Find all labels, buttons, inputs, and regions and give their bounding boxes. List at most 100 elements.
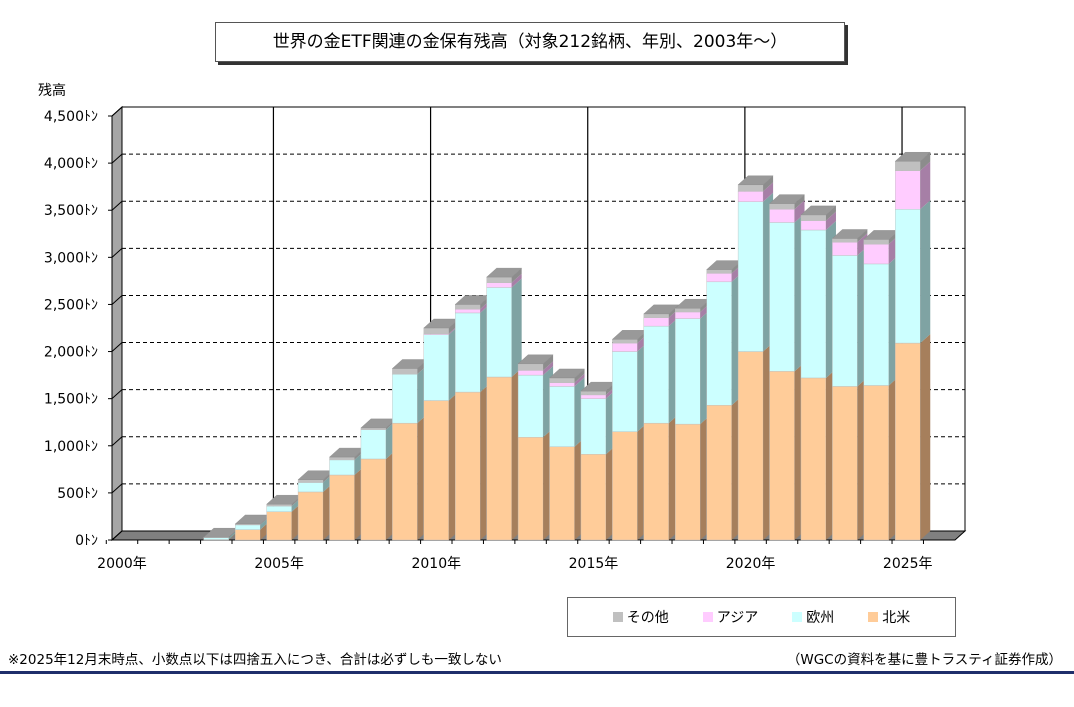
bar-segment-欧州 [392,373,418,424]
y-tick-label: 1,000ﾄﾝ [44,439,98,455]
legend-swatch [612,612,623,622]
chart-title: 世界の金ETF関連の金保有残高（対象212銘柄、年別、2003年～） [215,22,845,62]
y-tick-label: 4,500ﾄﾝ [44,109,98,125]
y-tick-label: 500ﾄﾝ [57,486,98,502]
bar-segment-欧州 [549,386,575,447]
source-note: （WGCの資料を基に豊トラスティ証券作成） [786,652,1062,668]
bar-side [543,354,554,371]
bar-segment-北米 [580,454,607,541]
bar-segment-その他 [517,363,544,371]
y-axis-label: 残高 [38,83,66,99]
gridline-diagonal [111,247,123,258]
bar-side [543,361,554,376]
y-tick-label: 3,500ﾄﾝ [44,203,98,219]
bar-segment-欧州 [423,334,449,401]
y-tick-label: 1,500ﾄﾝ [44,392,98,408]
legend-swatch [792,612,803,622]
bar-segment-欧州 [612,351,638,432]
x-tick-label: 2025年 [883,556,933,572]
bar-side [857,229,868,243]
bar-segment-その他 [266,503,292,507]
bar-segment-その他 [863,239,890,245]
gridline-diagonal [111,342,123,352]
legend-item-europe: 欧州 [792,607,834,627]
bar-segment-北米 [612,431,638,541]
bar-segment-その他 [455,304,481,310]
bar-segment-北米 [360,458,387,541]
bar-segment-欧州 [297,482,324,493]
bar-top [517,354,554,365]
legend: その他 アジア 欧州 北米 [567,597,956,637]
bar-segment-その他 [392,368,418,375]
bar-segment-欧州 [737,201,764,352]
bar-segment-アジア [800,220,827,231]
bar-segment-欧州 [360,429,387,460]
bar-segment-欧州 [895,209,921,344]
bar-segment-その他 [549,377,575,383]
bar-top [894,152,931,162]
legend-item-north-america: 北米 [868,607,910,627]
bar-segment-北米 [455,391,481,541]
bar-segment-北米 [675,423,701,541]
legend-label: 欧州 [806,610,835,626]
bar-segment-アジア [706,273,732,283]
left-wall [111,105,123,542]
bar-segment-その他 [769,203,795,210]
y-tick-label: 0ﾄﾝ [75,533,98,549]
bar-side [920,200,931,344]
bar-segment-アジア [580,394,607,399]
bar-segment-北米 [329,474,355,541]
bar-segment-その他 [329,456,355,461]
bar-segment-北米 [706,405,732,541]
legend-label: その他 [626,610,669,626]
bar-segment-その他 [800,214,827,221]
bar-side [763,175,774,192]
bar-segment-その他 [486,276,512,283]
bar-segment-北米 [297,491,324,541]
gridline-diagonal [111,389,123,400]
bar-segment-その他 [297,479,324,483]
bar-side [511,268,522,283]
bar-segment-その他 [675,308,701,313]
bar-side [574,373,585,387]
bar-side [794,200,805,223]
bar-segment-アジア [675,311,701,319]
bar-segment-北米 [486,376,512,541]
x-tick-label: 2000年 [97,556,147,572]
bar-segment-北米 [549,446,575,541]
bar-segment-北米 [266,511,292,541]
bar-side [794,194,805,210]
bar-segment-その他 [737,184,764,192]
bar-segment-アジア [832,242,858,256]
bar-side [920,161,931,210]
x-tick-label: 2010年 [411,556,461,572]
gridline-diagonal [111,436,123,447]
bar-segment-アジア [769,209,795,223]
bar-segment-欧州 [769,222,795,372]
y-tick-label: 4,000ﾄﾝ [44,156,98,172]
bar-segment-北米 [737,351,764,541]
bar-side [511,278,522,377]
bar-segment-北米 [235,529,261,541]
bar-segment-欧州 [675,318,701,425]
bar-segment-北米 [832,386,858,541]
bar-top [737,175,774,185]
bar-segment-アジア [863,243,890,265]
legend-label: アジア [716,610,759,626]
bar-top [800,205,837,216]
bar-segment-欧州 [203,537,229,540]
x-tick-label: 2015年 [569,556,619,572]
x-tick-label: 2020年 [726,556,776,572]
bar-segment-アジア [643,317,670,327]
bar-segment-アジア [455,308,481,314]
bar-segment-欧州 [643,325,670,424]
bar-segment-北米 [643,422,670,541]
y-tick-label: 3,000ﾄﾝ [44,250,98,266]
bar-segment-その他 [612,339,638,344]
bar-segment-北米 [863,385,890,541]
bar-segment-欧州 [580,398,607,455]
bar-side [511,273,522,288]
bar-segment-その他 [832,238,858,243]
bar-segment-アジア [517,370,544,376]
bar-segment-アジア [737,191,764,202]
